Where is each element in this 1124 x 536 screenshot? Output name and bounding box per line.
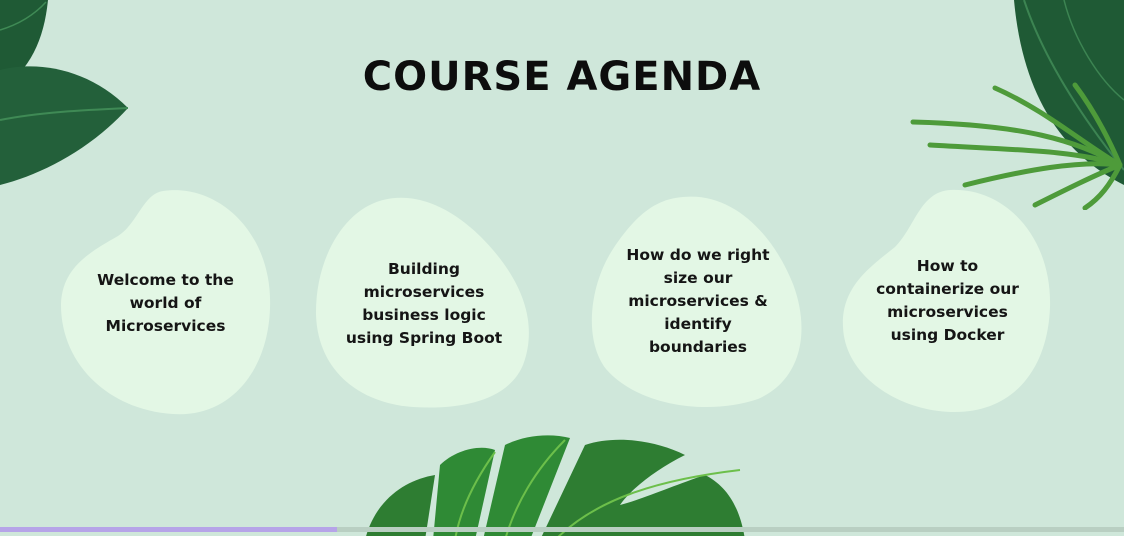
agenda-item-1: Welcome to the world of Microservices	[58, 188, 273, 418]
palm-frond-icon	[910, 82, 1123, 210]
agenda-item-text: Building microservices business logic us…	[345, 260, 503, 347]
agenda-item-text: Welcome to the world of Microservices	[97, 270, 234, 335]
blob-shape	[315, 197, 529, 408]
blob-shape	[60, 190, 271, 415]
blob-shape	[842, 189, 1051, 412]
agenda-item-text: How do we right size our microservices &…	[626, 246, 770, 356]
slide-title: COURSE AGENDA	[362, 54, 762, 100]
agenda-item-3: How do we right size our microservices &…	[588, 194, 808, 409]
monstera-leaf-icon	[366, 435, 745, 536]
progress-bar[interactable]	[0, 527, 1124, 532]
progress-bar-fill	[0, 527, 338, 532]
agenda-item-4: How to containerize our microservices us…	[840, 187, 1055, 415]
blob-shape	[591, 196, 802, 408]
agenda-item-text: How to containerize our microservices us…	[876, 257, 1019, 344]
agenda-item-2: Building microservices business logic us…	[313, 195, 535, 413]
leaf-top-left-icon	[0, 0, 129, 185]
leaf-top-right-icon	[1014, 0, 1124, 185]
